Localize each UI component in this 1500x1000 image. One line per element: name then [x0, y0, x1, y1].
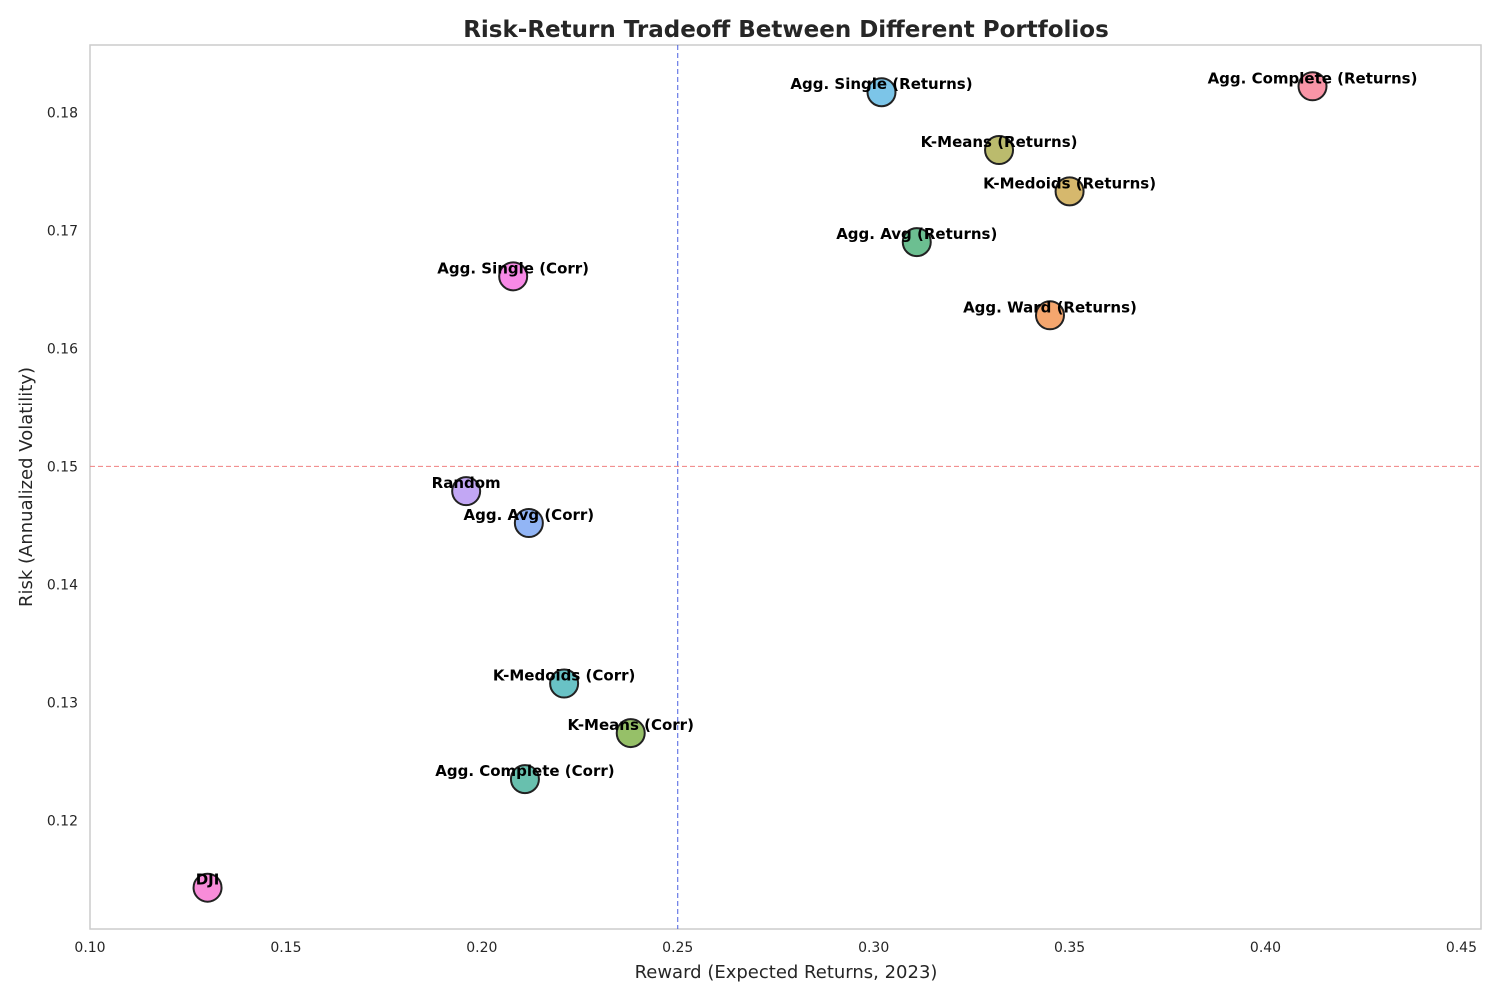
chart-title: Risk-Return Tradeoff Between Different P…: [463, 17, 1109, 43]
x-tick-label: 0.20: [466, 940, 497, 956]
data-point: [901, 227, 932, 258]
y-tick-label: 0.16: [47, 341, 78, 357]
y-tick-label: 0.12: [47, 813, 78, 829]
data-point: [549, 668, 580, 699]
x-tick-label: 0.25: [662, 940, 693, 956]
x-axis-ticks: 0.10 0.15 0.20 0.25 0.30 0.35 0.40 0.45: [74, 940, 1477, 956]
point-label: DJI: [196, 871, 220, 889]
point-label: Agg. Complete (Returns): [1208, 69, 1418, 87]
y-tick-label: 0.15: [47, 459, 78, 475]
point-label: Agg. Avg (Corr): [464, 506, 595, 524]
y-tick-label: 0.13: [47, 695, 78, 711]
point-labels: Agg. Complete (Returns) Agg. Single (Retu…: [196, 69, 1418, 888]
y-tick-label: 0.17: [47, 223, 78, 239]
point-label: Agg. Single (Returns): [790, 75, 972, 93]
x-tick-label: 0.40: [1250, 940, 1281, 956]
x-tick-label: 0.30: [858, 940, 889, 956]
x-tick-label: 0.35: [1054, 940, 1085, 956]
data-point: [1054, 176, 1085, 207]
data-points: [192, 71, 1328, 903]
point-label: K-Means (Corr): [568, 716, 694, 734]
point-label: K-Medoids (Returns): [983, 174, 1156, 192]
data-point: [984, 135, 1015, 166]
reference-lines: [90, 45, 1481, 929]
data-point: [192, 872, 223, 903]
point-label: Random: [432, 474, 501, 492]
data-point: [866, 77, 897, 108]
x-tick-label: 0.45: [1446, 940, 1477, 956]
y-axis-label: Risk (Annualized Volatility): [16, 367, 37, 607]
data-point: [451, 476, 482, 507]
x-tick-label: 0.15: [270, 940, 301, 956]
data-point: [615, 718, 646, 749]
y-tick-label: 0.18: [47, 105, 78, 121]
data-point: [498, 261, 529, 292]
point-label: Agg. Avg (Returns): [836, 225, 997, 243]
data-point: [509, 764, 540, 795]
data-point: [513, 507, 544, 538]
data-point: [1034, 300, 1065, 331]
data-point: [1297, 71, 1328, 102]
plot-area: [89, 44, 1482, 930]
point-label: Agg. Complete (Corr): [435, 762, 614, 780]
y-axis-ticks: 0.12 0.13 0.14 0.15 0.16 0.17 0.18: [47, 105, 78, 829]
point-label: K-Medoids (Corr): [493, 667, 636, 685]
x-axis-label: Reward (Expected Returns, 2023): [635, 962, 938, 983]
point-label: Agg. Ward (Returns): [963, 298, 1137, 316]
x-tick-label: 0.10: [74, 940, 105, 956]
point-label: K-Means (Returns): [921, 133, 1078, 151]
y-tick-label: 0.14: [47, 577, 78, 593]
point-label: Agg. Single (Corr): [437, 259, 589, 277]
